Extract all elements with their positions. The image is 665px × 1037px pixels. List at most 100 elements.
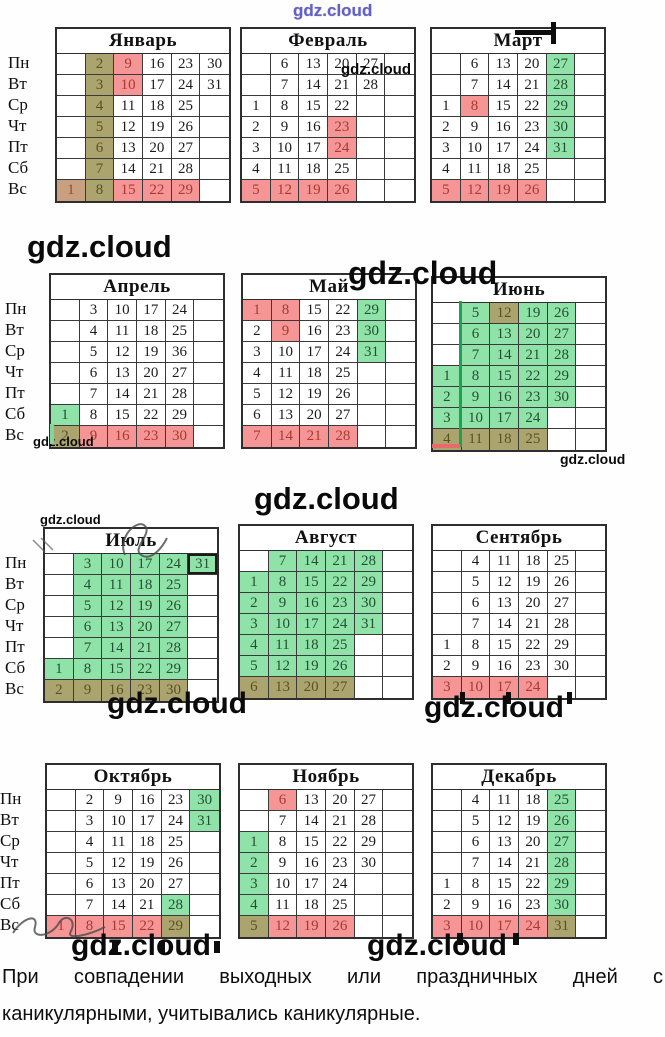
december-day-6: 6 xyxy=(461,832,491,853)
november-day-29: 29 xyxy=(354,832,384,853)
january-day-9: 9 xyxy=(114,54,143,75)
september-empty-cell xyxy=(576,572,605,593)
july-day-8: 8 xyxy=(73,659,103,680)
may-day-11: 11 xyxy=(271,363,301,384)
october-day-7: 7 xyxy=(75,895,105,916)
scan-stripe-june xyxy=(459,301,462,447)
april-day-22: 22 xyxy=(136,405,166,426)
august-day-20: 20 xyxy=(297,677,326,698)
december-day-21: 21 xyxy=(518,853,548,874)
november-empty-cell xyxy=(383,811,412,832)
november-day-8: 8 xyxy=(268,832,298,853)
february-empty-cell xyxy=(242,54,271,75)
weekday-label-Сб: Сб xyxy=(5,403,26,423)
april-day-23: 23 xyxy=(136,426,166,447)
july-day-1: 1 xyxy=(45,659,74,680)
december-day-24: 24 xyxy=(518,916,548,937)
january-empty-cell xyxy=(57,75,86,96)
july-day-3: 3 xyxy=(73,554,103,575)
december-day-19: 19 xyxy=(518,811,548,832)
may-day-23: 23 xyxy=(328,321,358,342)
august-day-26: 26 xyxy=(325,656,355,677)
november-day-7: 7 xyxy=(268,811,298,832)
june-empty-cell xyxy=(576,387,605,408)
september-day-27: 27 xyxy=(547,593,577,614)
september-day-14: 14 xyxy=(490,614,519,635)
march-day-12: 12 xyxy=(460,180,490,201)
july-empty-cell xyxy=(45,575,74,596)
june-day-15: 15 xyxy=(490,366,519,387)
april-day-4: 4 xyxy=(79,321,109,342)
april-empty-cell xyxy=(51,384,80,405)
june-day-26: 26 xyxy=(547,303,577,324)
footnote-word: выходных xyxy=(219,966,312,988)
october-day-25: 25 xyxy=(161,832,191,853)
month-grid-may: 1 8 15 22 29 2 9 16 23 30 3 10 17 24 31 4 11 18 25 5 12 19 26 6… xyxy=(243,300,415,447)
september-day-5: 5 xyxy=(461,572,491,593)
january-day-3: 3 xyxy=(85,75,115,96)
december-empty-cell xyxy=(576,853,605,874)
watermark-1: gdz.cloud xyxy=(293,1,373,20)
february-day-21: 21 xyxy=(327,75,357,96)
november-empty-cell xyxy=(354,895,384,916)
december-empty-cell xyxy=(576,790,605,811)
november-day-20: 20 xyxy=(325,790,355,811)
may-day-27: 27 xyxy=(328,405,358,426)
january-day-21: 21 xyxy=(142,159,172,180)
october-day-1: 1 xyxy=(47,916,76,937)
december-day-16: 16 xyxy=(490,895,519,916)
december-day-9: 9 xyxy=(461,895,491,916)
april-empty-cell xyxy=(194,384,223,405)
june-day-9: 9 xyxy=(461,387,491,408)
august-day-5: 5 xyxy=(240,656,269,677)
june-empty-cell xyxy=(547,408,577,429)
may-empty-cell xyxy=(386,405,415,426)
december-day-10: 10 xyxy=(461,916,491,937)
june-day-25: 25 xyxy=(518,429,548,450)
september-day-8: 8 xyxy=(461,635,491,656)
december-day-4: 4 xyxy=(461,790,491,811)
august-empty-cell xyxy=(355,677,384,698)
november-empty-cell xyxy=(355,916,384,937)
november-day-9: 9 xyxy=(268,853,298,874)
february-day-1: 1 xyxy=(242,96,271,117)
august-day-25: 25 xyxy=(325,635,355,656)
september-empty-cell xyxy=(576,635,605,656)
december-day-29: 29 xyxy=(547,874,577,895)
may-empty-cell xyxy=(357,363,387,384)
month-title-june: Июнь xyxy=(433,278,605,303)
july-empty-cell xyxy=(188,617,217,638)
september-empty-cell xyxy=(433,551,462,572)
november-day-25: 25 xyxy=(325,895,355,916)
january-day-20: 20 xyxy=(142,138,172,159)
may-empty-cell xyxy=(357,405,387,426)
april-day-20: 20 xyxy=(136,363,166,384)
december-day-15: 15 xyxy=(490,874,519,895)
october-empty-cell xyxy=(47,895,76,916)
scan-mark-march-corner-v xyxy=(551,22,556,44)
january-empty-cell xyxy=(57,96,86,117)
november-day-24: 24 xyxy=(325,874,355,895)
february-empty-cell xyxy=(385,96,414,117)
october-day-12: 12 xyxy=(104,853,133,874)
november-empty-cell xyxy=(383,832,412,853)
month-august: Август 7 14 21 28 1 8 15 22 29 2 9 16 23 30 3 10 17 24 31 4 1… xyxy=(238,524,414,700)
december-day-27: 27 xyxy=(547,832,577,853)
september-day-10: 10 xyxy=(461,677,491,698)
july-day-30: 30 xyxy=(159,680,189,701)
december-day-5: 5 xyxy=(461,811,491,832)
scan-tick-sep-2 xyxy=(506,692,511,704)
weekday-label-Чт: Чт xyxy=(5,361,24,381)
may-day-19: 19 xyxy=(300,384,329,405)
january-day-28: 28 xyxy=(171,159,201,180)
march-day-28: 28 xyxy=(546,75,576,96)
month-title-february: Февраль xyxy=(242,29,414,54)
month-september: Сентябрь 4 11 18 25 5 12 19 26 6 13 20 27 7 14 21 28 1 8 15… xyxy=(431,524,607,700)
march-day-20: 20 xyxy=(517,54,547,75)
october-empty-cell xyxy=(190,853,219,874)
june-day-10: 10 xyxy=(461,408,491,429)
february-day-2: 2 xyxy=(242,117,271,138)
november-day-13: 13 xyxy=(297,790,326,811)
march-day-4: 4 xyxy=(432,159,461,180)
october-day-15: 15 xyxy=(104,916,133,937)
